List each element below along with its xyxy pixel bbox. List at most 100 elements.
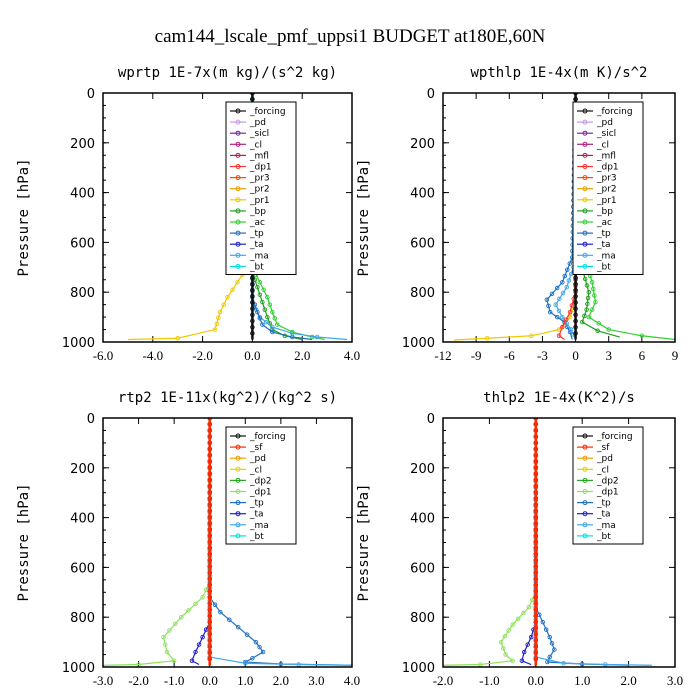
series-point — [560, 314, 565, 320]
x-tick-label: 4.0 — [344, 348, 360, 363]
legend-marker — [582, 130, 588, 136]
legend-entry: _pd — [249, 118, 266, 128]
series-point — [207, 496, 212, 501]
series-point — [207, 533, 212, 538]
series-point — [162, 642, 168, 647]
legend-entry: _ma — [249, 251, 269, 261]
series-point — [546, 303, 551, 309]
series-point — [501, 646, 506, 651]
series-line — [191, 418, 211, 666]
series-point — [533, 650, 539, 656]
panel-1: wprtp 1E-7x(m kg)/(s^2 kg) Pressure [hPa]… — [16, 65, 360, 363]
series-point — [250, 324, 255, 330]
series-point — [289, 334, 295, 340]
series-point — [255, 284, 260, 290]
series-point — [567, 309, 573, 315]
series-point — [196, 642, 202, 647]
series-point — [528, 634, 534, 640]
series-point — [573, 331, 578, 336]
series-point — [595, 328, 600, 334]
legend-entry: _pd — [596, 454, 613, 464]
series-point — [207, 520, 212, 526]
series-point — [216, 315, 221, 321]
legend-entry: _tp — [249, 229, 264, 239]
y-axis-label: Pressure [hPa] — [16, 483, 32, 601]
series-point — [207, 459, 212, 464]
series-point — [573, 93, 578, 96]
series-point — [584, 283, 590, 288]
y-tick-label: 200 — [410, 137, 435, 152]
series-point — [207, 489, 212, 495]
legend-marker — [582, 197, 588, 203]
series-point — [207, 446, 212, 452]
y-tick-label: 600 — [70, 236, 95, 251]
series-point — [553, 302, 558, 307]
series-point — [562, 273, 568, 279]
series-point — [540, 619, 546, 625]
x-tick-label: 4.0 — [344, 673, 360, 688]
series-point — [585, 301, 590, 307]
series-point — [533, 514, 539, 520]
legend-entry: _ta — [249, 510, 264, 520]
y-tick-label: 1000 — [62, 336, 95, 351]
legend-entry: _sf — [596, 443, 610, 453]
legend-marker — [582, 119, 588, 125]
legend-entry: _tp — [596, 499, 611, 509]
x-tick-label: 9 — [672, 348, 679, 363]
legend-entry: _mfl — [249, 151, 269, 161]
legend-marker — [582, 108, 588, 114]
legend-marker — [235, 466, 241, 472]
legend-marker — [582, 252, 588, 258]
x-tick-label: -2.0 — [433, 673, 454, 688]
legend-marker — [582, 500, 588, 506]
legend-entry: _ac — [249, 218, 265, 228]
series-point — [261, 287, 266, 292]
legend-entry: _cl — [249, 140, 262, 150]
y-tick-label: 1000 — [402, 336, 435, 351]
x-tick-label: 3.0 — [667, 673, 683, 688]
x-tick-label: -12 — [434, 348, 451, 363]
series-point — [193, 601, 198, 607]
x-tick-label: 6 — [639, 348, 646, 363]
series-point — [207, 607, 212, 612]
panel-2: wpthlp 1E-4x(m K)/s^2 Pressure [hPa] 0 200 4… — [356, 65, 678, 363]
series-point — [560, 324, 565, 330]
series-point — [543, 627, 549, 632]
legend-entry: _sicl — [596, 129, 616, 139]
figure-title: cam144_lscale_pmf_uppsi1 BUDGET at180E,6… — [155, 26, 546, 47]
series-group — [103, 418, 352, 667]
series-point — [225, 294, 230, 300]
y-tick-label: 0 — [427, 87, 435, 102]
legend-entry: _forcing — [249, 432, 286, 442]
legend-marker — [235, 219, 241, 225]
series-point — [250, 300, 255, 305]
y-tick-label: 0 — [87, 412, 95, 427]
series-point — [533, 656, 539, 662]
series-point — [515, 616, 521, 622]
series-point — [207, 508, 212, 513]
series-point — [533, 527, 539, 532]
series-point — [565, 267, 570, 273]
legend-entry: _pr1 — [596, 196, 617, 206]
legend-marker — [582, 444, 588, 450]
series-point — [560, 290, 566, 296]
series-point — [560, 279, 565, 285]
panel-3: rtp2 1E-11x(kg^2)/(kg^2 s) Pressure [hPa]… — [16, 390, 360, 688]
series-point — [250, 294, 255, 299]
legend-entry: _ta — [596, 240, 611, 250]
series-point — [161, 634, 166, 640]
series-point — [579, 319, 585, 325]
series-point — [207, 632, 212, 637]
series-point — [207, 502, 212, 507]
y-tick-label: 0 — [427, 412, 435, 427]
series-point — [533, 625, 539, 631]
series-point — [533, 465, 539, 470]
x-tick-label: 0.0 — [528, 673, 544, 688]
series-point — [573, 281, 578, 287]
series-point — [265, 294, 270, 300]
series-point — [573, 300, 578, 305]
series-point — [573, 294, 578, 299]
legend-entry: _pr2 — [596, 185, 617, 195]
legend-entry: _sf — [249, 443, 263, 453]
series-point — [207, 638, 212, 643]
